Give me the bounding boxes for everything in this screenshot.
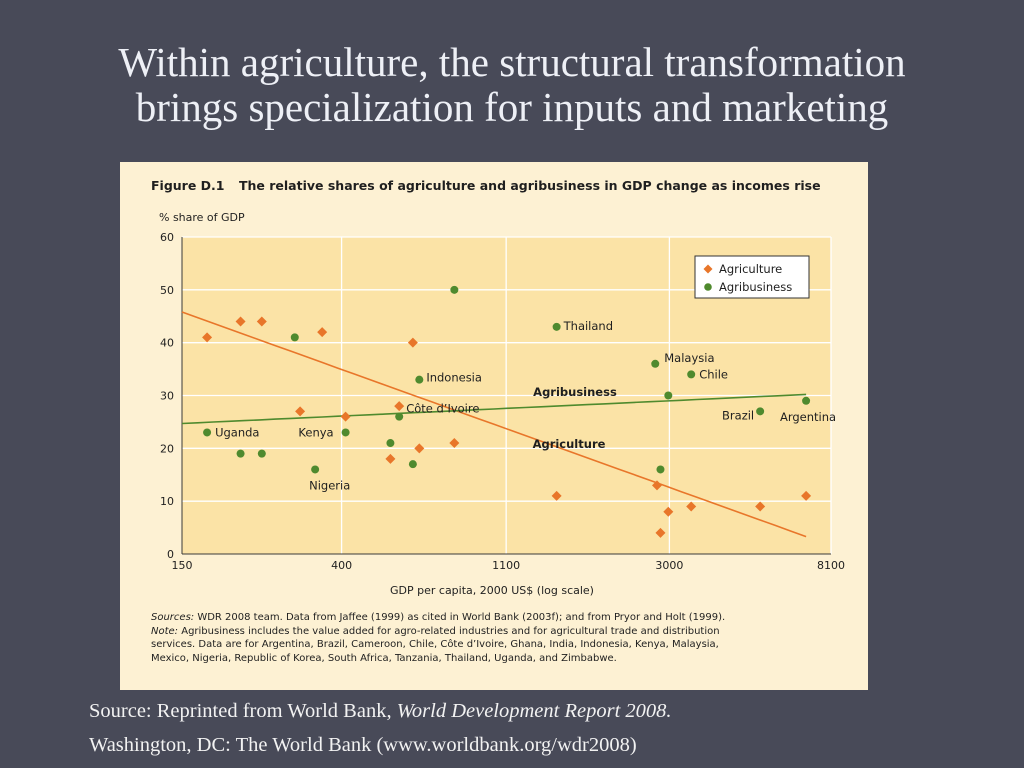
agribusiness-point bbox=[687, 370, 696, 379]
legend-agribusiness-marker bbox=[704, 283, 712, 291]
slide-title: Within agriculture, the structural trans… bbox=[0, 40, 1024, 130]
legend: Agriculture Agribusiness bbox=[694, 255, 810, 299]
figure-panel: Figure D.1 The relative shares of agricu… bbox=[120, 162, 868, 690]
point-label: Indonesia bbox=[426, 371, 482, 385]
figure-notes: Sources: WDR 2008 team. Data from Jaffee… bbox=[151, 611, 841, 665]
legend-agribusiness-label: Agribusiness bbox=[719, 280, 792, 294]
source-citation-line-1: Source: Reprinted from World Bank, World… bbox=[89, 700, 672, 723]
agriculture-point bbox=[256, 316, 267, 327]
point-label: Thailand bbox=[563, 319, 613, 333]
agriculture-point bbox=[394, 401, 405, 412]
note-text-1: Agribusiness includes the value added fo… bbox=[178, 625, 720, 637]
point-label: Brazil bbox=[722, 408, 754, 422]
agriculture-point bbox=[317, 327, 328, 338]
point-label: Nigeria bbox=[309, 478, 350, 492]
agribusiness-point bbox=[386, 439, 395, 448]
note-line-2: services. Data are for Argentina, Brazil… bbox=[151, 639, 719, 650]
agribusiness-point bbox=[203, 428, 212, 437]
agriculture-point bbox=[202, 332, 213, 343]
slide-title-line-1: Within agriculture, the structural trans… bbox=[118, 39, 906, 85]
agribusiness-trend-line bbox=[181, 393, 807, 425]
y-tick-label: 40 bbox=[160, 337, 174, 350]
grid bbox=[181, 236, 832, 555]
agriculture-point bbox=[655, 527, 666, 538]
x-tick-label: 400 bbox=[331, 559, 352, 572]
x-tick-label: 150 bbox=[172, 559, 193, 572]
x-tick-label: 8100 bbox=[817, 559, 845, 572]
note-line-1: Note: Agribusiness includes the value ad… bbox=[151, 625, 841, 639]
y-tick-label: 60 bbox=[160, 231, 174, 244]
agribusiness-trend-label: Agribusiness bbox=[533, 385, 617, 399]
agribusiness-point bbox=[236, 449, 245, 458]
agribusiness-point bbox=[756, 407, 765, 416]
sources-label: Sources: bbox=[151, 612, 195, 623]
agribusiness-point bbox=[802, 396, 811, 405]
source-prefix: Source: Reprinted from World Bank, bbox=[89, 700, 397, 722]
point-label: Malaysia bbox=[664, 351, 714, 365]
y-tick-label: 20 bbox=[160, 442, 174, 455]
agribusiness-point bbox=[395, 412, 404, 421]
x-tick-label: 1100 bbox=[492, 559, 520, 572]
sources-line: Sources: WDR 2008 team. Data from Jaffee… bbox=[151, 611, 841, 625]
figure-number: Figure D.1 bbox=[151, 178, 225, 193]
agriculture-point bbox=[407, 337, 418, 348]
agribusiness-point bbox=[656, 465, 665, 474]
source-report-title: World Development Report 2008. bbox=[396, 700, 672, 722]
agriculture-point bbox=[686, 501, 697, 512]
trend-lines bbox=[181, 311, 807, 538]
x-tick-label: 3000 bbox=[655, 559, 683, 572]
sources-text: WDR 2008 team. Data from Jaffee (1999) a… bbox=[194, 612, 726, 623]
agribusiness-point bbox=[341, 428, 350, 437]
agriculture-trend-label: Agriculture bbox=[533, 437, 606, 451]
x-axis-label: GDP per capita, 2000 US$ (log scale) bbox=[390, 584, 594, 597]
legend-box bbox=[694, 255, 810, 299]
agribusiness-point bbox=[257, 449, 266, 458]
slide-title-line-2: brings specialization for inputs and mar… bbox=[135, 84, 889, 130]
source-citation-line-2: Washington, DC: The World Bank (www.worl… bbox=[89, 734, 637, 756]
figure-title: The relative shares of agriculture and a… bbox=[239, 178, 821, 193]
y-tick-label: 0 bbox=[167, 548, 174, 561]
point-label: Chile bbox=[699, 367, 728, 381]
note-line-3: Mexico, Nigeria, Republic of Korea, Sout… bbox=[151, 652, 617, 664]
agribusiness-point bbox=[415, 375, 424, 384]
agriculture-point bbox=[235, 316, 246, 327]
y-tick-label: 30 bbox=[160, 390, 174, 403]
legend-agriculture-label: Agriculture bbox=[719, 262, 782, 276]
agriculture-point bbox=[652, 480, 663, 491]
agribusiness-point bbox=[290, 333, 299, 342]
point-labels: Uganda Nigeria Kenya Côte d’Ivoire Indonesia… bbox=[215, 319, 836, 493]
agriculture-point bbox=[551, 490, 562, 501]
agriculture-point bbox=[385, 453, 396, 464]
note-label: Note: bbox=[151, 625, 179, 637]
y-tick-label: 50 bbox=[160, 284, 174, 297]
point-label: Côte d’Ivoire bbox=[406, 402, 479, 416]
scatter-chart: Figure D.1 The relative shares of agricu… bbox=[151, 178, 845, 597]
agriculture-point bbox=[755, 501, 766, 512]
agribusiness-point bbox=[664, 391, 673, 400]
agribusiness-point bbox=[311, 465, 320, 474]
agriculture-point bbox=[801, 490, 812, 501]
point-label: Argentina bbox=[780, 410, 836, 424]
agriculture-point bbox=[295, 406, 306, 417]
agriculture-point bbox=[414, 443, 425, 454]
agriculture-trend-line bbox=[181, 311, 807, 538]
agribusiness-point bbox=[408, 460, 417, 469]
data-points bbox=[202, 285, 812, 538]
agriculture-point bbox=[663, 506, 674, 517]
agribusiness-point bbox=[450, 285, 459, 294]
point-label: Uganda bbox=[215, 425, 259, 439]
y-tick-label: 10 bbox=[160, 495, 174, 508]
y-axis-label: % share of GDP bbox=[159, 211, 245, 224]
tick-labels: 0 10 20 30 40 50 60 150 400 1100 3000 8100 bbox=[160, 231, 845, 572]
point-label: Kenya bbox=[298, 425, 333, 439]
legend-agriculture-marker bbox=[703, 264, 713, 274]
agriculture-point bbox=[449, 438, 460, 449]
agribusiness-point bbox=[651, 359, 660, 368]
agribusiness-point bbox=[552, 322, 561, 331]
agriculture-point bbox=[340, 411, 351, 422]
